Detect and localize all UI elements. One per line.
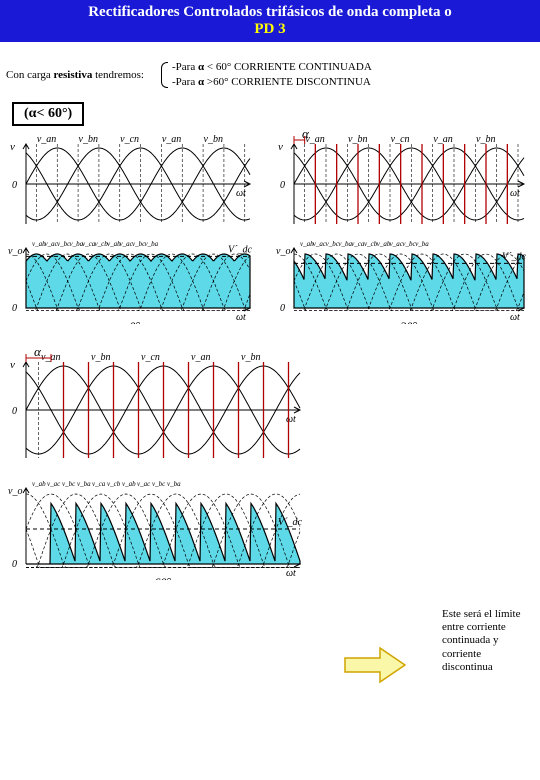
svg-text:0: 0 [280,180,285,191]
svg-text:V´_dc: V´_dc [502,251,526,262]
svg-text:v_cn: v_cn [391,134,410,145]
svg-text:0: 0 [12,180,17,191]
cond-2: -Para α >60° CORRIENTE DISCONTINUA [172,75,372,90]
svg-text:v_o: v_o [276,246,290,257]
condition-box: (α< 60°) [12,102,84,126]
svg-text:v_an: v_an [191,352,210,363]
title-line1: Rectificadores Controlados trifásicos de… [6,4,534,21]
intro-left-a: Con carga [6,69,53,81]
svg-text:v_cn: v_cn [141,352,160,363]
svg-text:0: 0 [12,406,17,417]
svg-text:ωt: ωt [286,414,296,425]
intro-left-b: resistiva [53,69,92,81]
svg-text:v_an: v_an [433,134,452,145]
cond1-text: CORRIENTE CONTINUADA [231,61,372,73]
svg-text:α=30°: α=30° [386,319,417,324]
svg-text:v_ba: v_ba [77,480,91,488]
svg-text:v_bn: v_bn [241,352,260,363]
svg-text:v_ba: v_ba [167,480,181,488]
svg-text:0: 0 [280,303,285,314]
waveform-panel-p1: v0ωtv_anv_bnv_cnv_anv_bnv_o0ωtV´_dcv_abv… [8,130,258,324]
cond2-text: CORRIENTE DISCONTINUA [228,76,370,88]
svg-text:v_bc: v_bc [152,480,166,488]
svg-text:v_bn: v_bn [91,352,110,363]
svg-text:v_cn: v_cn [120,134,139,145]
svg-text:v_bn: v_bn [348,134,367,145]
panels: v0ωtv_anv_bnv_cnv_anv_bnv_o0ωtV´_dcv_abv… [0,130,540,590]
arrow-block [340,640,410,695]
svg-text:α=60°: α=60° [140,575,171,580]
title-line2: PD 3 [6,21,534,38]
cond2-pre: -Para [172,76,198,88]
svg-text:v_ba: v_ba [145,240,159,248]
svg-text:0: 0 [12,559,17,570]
svg-text:ωt: ωt [286,568,296,579]
svg-text:v_ca: v_ca [92,480,106,488]
cond-1: -Para α < 60° CORRIENTE CONTINUADA [172,60,372,75]
svg-text:α: α [302,130,310,141]
svg-text:0: 0 [12,303,17,314]
svg-text:v_ab: v_ab [122,480,136,488]
svg-text:v_bc: v_bc [62,480,76,488]
svg-text:v_bn: v_bn [79,134,98,145]
cond2-rel: >60° [204,76,228,88]
brace-conditions: -Para α < 60° CORRIENTE CONTINUADA -Para… [158,60,372,90]
svg-text:V´_dc: V´_dc [278,517,302,528]
svg-text:v_ab: v_ab [32,480,46,488]
svg-text:v_ba: v_ba [415,240,429,248]
svg-text:v_cb: v_cb [107,480,121,488]
intro-left-c: tendremos: [92,69,144,81]
svg-text:ωt: ωt [510,188,520,199]
svg-text:v_ac: v_ac [47,480,61,488]
svg-text:v_an: v_an [37,134,56,145]
svg-text:v_o: v_o [8,246,22,257]
svg-text:v_ca: v_ca [351,240,365,248]
waveform-panel-p3: v0ωtv_anv_bnv_cnv_anv_bnv_o0ωtV´_dcv_abv… [8,348,308,580]
svg-text:v: v [10,141,15,153]
intro-row: Con carga resistiva tendremos: -Para α <… [6,60,534,90]
limit-note: Este será el límite entre corriente cont… [442,608,532,674]
svg-text:v: v [10,359,15,371]
svg-text:v: v [278,141,283,153]
intro-left: Con carga resistiva tendremos: [6,69,144,81]
limit-note-text: Este será el límite entre corriente cont… [442,608,521,673]
waveform-panel-p2: v0ωtv_anv_bnv_cnv_anv_bnv_o0ωtV´_dcv_abv… [276,130,532,324]
svg-text:V´_dc: V´_dc [228,244,252,255]
svg-text:ωt: ωt [510,312,520,323]
svg-text:v_o: v_o [8,486,22,497]
cond1-rel: < 60° [204,61,231,73]
cond1-pre: -Para [172,61,198,73]
svg-text:v_bn: v_bn [476,134,495,145]
title-bar: Rectificadores Controlados trifásicos de… [0,0,540,42]
svg-text:v_ac: v_ac [137,480,151,488]
svg-text:α=0°: α=0° [115,319,140,324]
svg-text:v_bn: v_bn [204,134,223,145]
svg-text:v_cb: v_cb [364,240,378,248]
arrow-icon [340,640,410,690]
svg-text:α: α [34,348,42,359]
svg-text:ωt: ωt [236,312,246,323]
svg-text:v_an: v_an [162,134,181,145]
